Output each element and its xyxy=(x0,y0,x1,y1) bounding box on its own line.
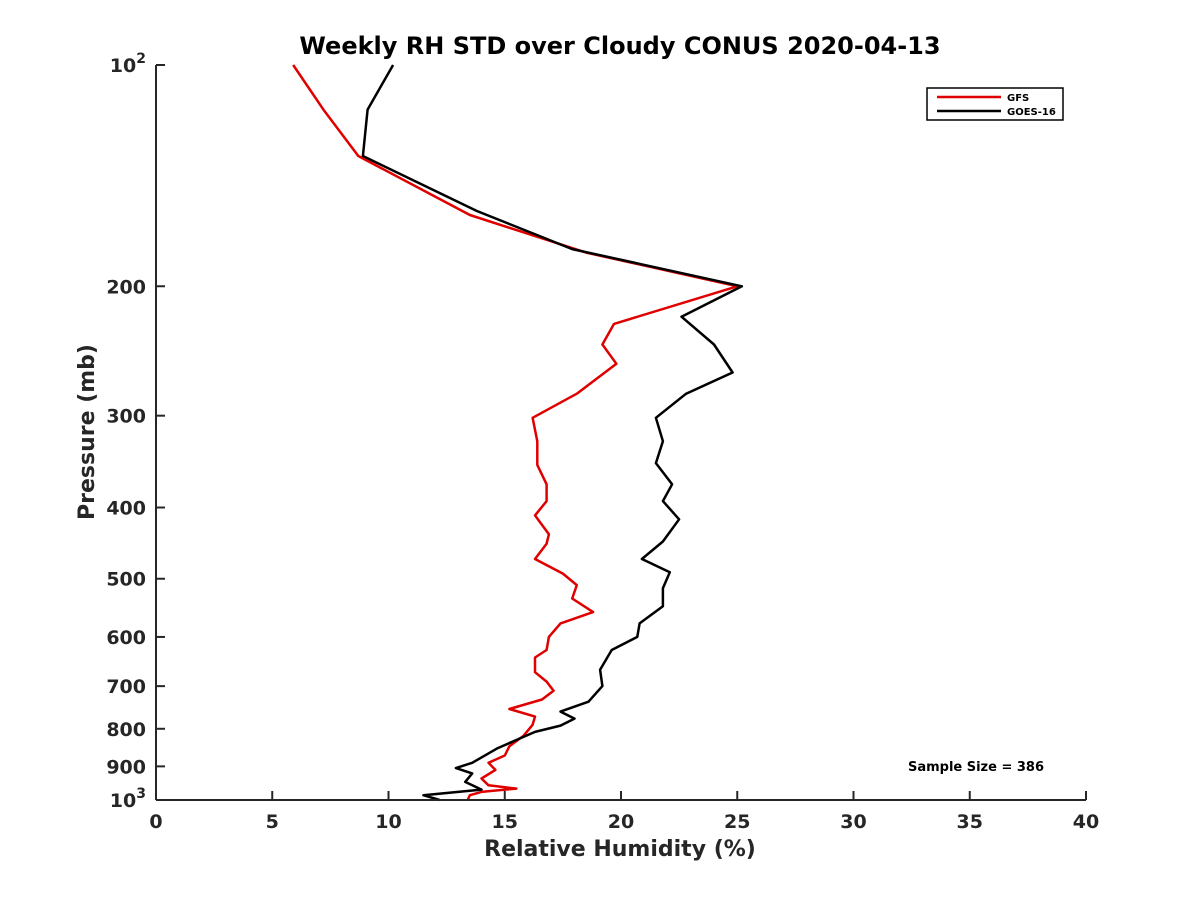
y-tick-label: 500 xyxy=(106,569,146,591)
x-axis-label: Relative Humidity (%) xyxy=(484,837,756,862)
x-tick-label: 25 xyxy=(724,811,750,833)
chart-title: Weekly RH STD over Cloudy CONUS 2020-04-… xyxy=(299,32,940,60)
legend: GFS GOES-16 xyxy=(926,87,1064,121)
y-tick-label: 800 xyxy=(106,719,146,741)
y-tick-label: 700 xyxy=(106,676,146,698)
y-tick-label: 200 xyxy=(106,276,146,298)
x-tick-label: 20 xyxy=(608,811,634,833)
x-tick-label: 30 xyxy=(840,811,866,833)
x-tick-label: 35 xyxy=(957,811,983,833)
series-line-goes-16 xyxy=(361,64,744,802)
legend-label-goes-16: GOES-16 xyxy=(1007,107,1056,118)
x-tick-label: 0 xyxy=(149,811,162,833)
x-tick-label: 5 xyxy=(266,811,279,833)
sample-size-annotation: Sample Size = 386 xyxy=(908,760,1044,775)
series-layer xyxy=(292,64,744,802)
legend-box xyxy=(926,87,1064,121)
legend-label-gfs: GFS xyxy=(1007,93,1029,104)
y-tick-label: 300 xyxy=(106,406,146,428)
x-tick-label: 15 xyxy=(492,811,518,833)
y-tick-label: 600 xyxy=(106,627,146,649)
y-tick-label: 102 xyxy=(110,51,146,77)
y-axis-label: Pressure (mb) xyxy=(75,344,100,520)
series-line-gfs xyxy=(292,64,739,801)
x-ticks: 0 5 10 15 20 25 30 35 40 xyxy=(149,791,1099,833)
y-tick-label: 400 xyxy=(106,498,146,520)
y-tick-label: 103 xyxy=(110,786,146,812)
x-tick-label: 40 xyxy=(1073,811,1099,833)
y-ticks: 102 200 300 400 500 600 700 800 900 103 xyxy=(106,51,165,812)
x-tick-label: 10 xyxy=(375,811,401,833)
y-tick-label: 900 xyxy=(106,756,146,778)
